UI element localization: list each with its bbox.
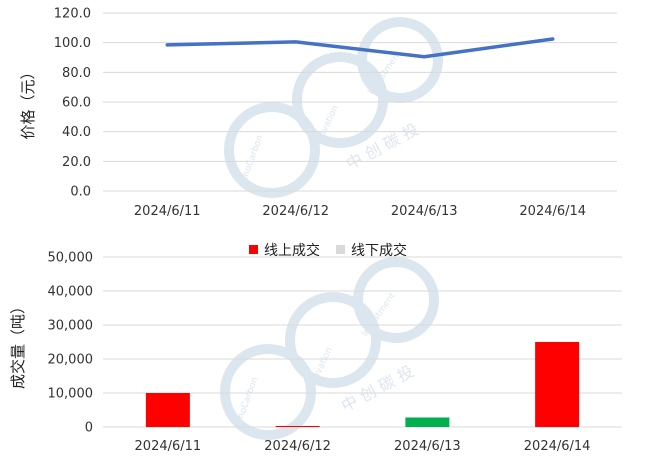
price-series [165,37,555,59]
volume-x-tick-label: 2024/6/13 [394,439,461,454]
watermark-text-en: SinoCarbon [238,134,265,186]
price-y-axis-title: 价格（元） [19,64,37,139]
volume-y-tick-labels: 0 10,000 20,000 30,000 40,000 50,000 [48,251,94,436]
price-y-tick-label: 20.0 [62,155,91,170]
volume-bar [145,393,190,427]
watermark-logo-bottom: 中 创 碳 投 SinoCarbon Innovation Investment [220,257,439,440]
price-series-line [165,37,555,59]
price-y-tick-labels: 0.0 20.0 40.0 60.0 80.0 100.0 120.0 [54,7,91,200]
volume-bar [275,425,320,427]
watermark-text-en: SinoCarbon [233,376,260,428]
volume-bar [405,417,450,427]
price-gridlines [103,12,617,192]
price-y-tick-label: 80.0 [62,66,91,81]
legend-label-offline: 线下成交 [351,242,407,259]
price-x-tick-label: 2024/6/11 [134,204,201,219]
volume-y-tick-label: 40,000 [48,285,94,300]
price-x-tick-label: 2024/6/12 [262,204,329,219]
volume-legend: 线上成交 线下成交 [249,242,407,259]
price-y-tick-label: 60.0 [62,96,91,111]
volume-y-tick-label: 50,000 [48,251,94,266]
volume-x-tick-labels: 2024/6/11 2024/6/12 2024/6/13 2024/6/14 [135,439,591,454]
price-x-tick-label: 2024/6/14 [519,204,586,219]
price-x-tick-label: 2024/6/13 [391,204,458,219]
volume-y-tick-label: 20,000 [48,353,94,368]
price-y-tick-label: 120.0 [54,7,91,22]
volume-bar [535,342,580,427]
watermark-text-cn: 中 创 碳 投 [343,120,422,174]
price-y-tick-label: 0.0 [70,185,91,200]
volume-x-tick-label: 2024/6/11 [135,439,202,454]
legend-swatch-online [249,245,258,254]
volume-bar-chart: 0 10,000 20,000 30,000 40,000 50,000 2024/6/1… [9,242,622,454]
volume-y-axis-title: 成交量（吨） [9,299,27,389]
volume-y-tick-label: 10,000 [48,387,94,402]
price-y-tick-label: 100.0 [54,36,91,51]
volume-x-tick-label: 2024/6/14 [524,439,591,454]
volume-y-tick-label: 0 [85,421,93,436]
legend-swatch-offline [336,245,345,254]
price-y-tick-label: 40.0 [62,125,91,140]
watermark-text-cn: 中 创 碳 投 [338,362,417,416]
volume-x-tick-label: 2024/6/12 [264,439,331,454]
volume-y-tick-label: 30,000 [48,319,94,334]
volume-bars [145,342,580,427]
price-x-tick-labels: 2024/6/11 2024/6/12 2024/6/13 2024/6/14 [134,204,586,219]
legend-label-online: 线上成交 [264,242,320,259]
